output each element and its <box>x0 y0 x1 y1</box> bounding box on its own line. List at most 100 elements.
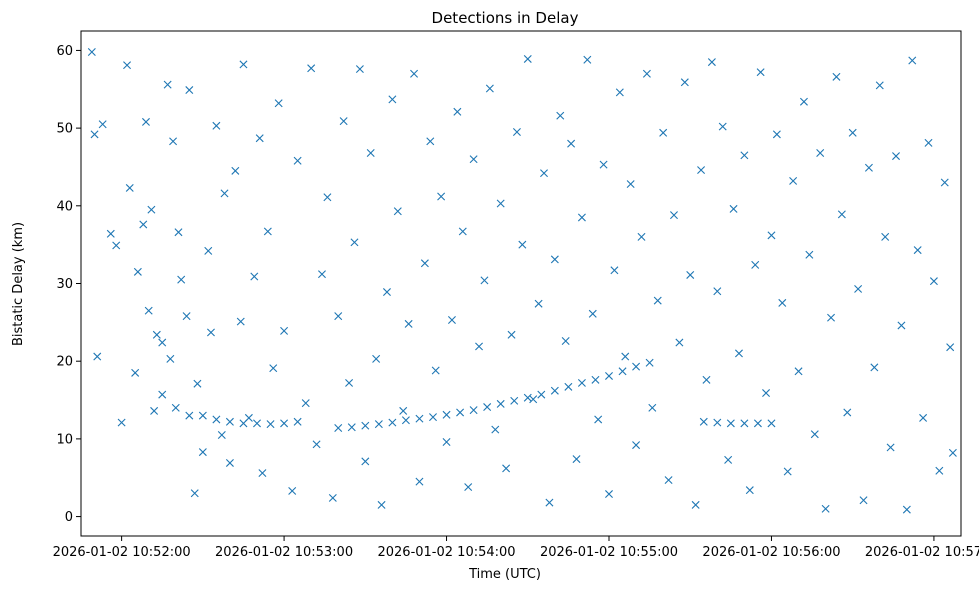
data-point <box>144 306 153 315</box>
data-point <box>231 166 240 175</box>
data-point <box>190 489 199 498</box>
data-point <box>90 130 99 139</box>
data-point <box>125 183 134 192</box>
data-point <box>469 155 478 164</box>
data-point <box>307 64 316 73</box>
data-point <box>740 419 749 428</box>
data-point <box>280 419 289 428</box>
data-point <box>475 342 484 351</box>
data-point <box>123 61 132 70</box>
data-point <box>442 410 451 419</box>
data-point <box>185 411 194 420</box>
data-point <box>707 58 716 67</box>
data-point <box>810 430 819 439</box>
y-tick-label: 30 <box>56 277 73 292</box>
data-point <box>239 60 248 69</box>
data-point <box>577 213 586 222</box>
data-point <box>897 321 906 330</box>
data-point <box>675 338 684 347</box>
data-point <box>669 211 678 220</box>
data-point <box>523 393 532 402</box>
data-point <box>347 423 356 432</box>
data-point <box>902 505 911 514</box>
data-point <box>117 418 126 427</box>
data-point <box>751 260 760 269</box>
data-point <box>141 117 150 126</box>
data-point <box>510 396 519 405</box>
data-point <box>458 227 467 236</box>
data-point <box>382 288 391 297</box>
data-point <box>420 259 429 268</box>
data-point <box>212 415 221 424</box>
data-point <box>388 418 397 427</box>
data-point <box>456 408 465 417</box>
data-point <box>317 270 326 279</box>
data-point <box>935 466 944 475</box>
data-point <box>591 375 600 384</box>
data-point <box>940 178 949 187</box>
data-point <box>483 403 492 412</box>
data-point <box>561 337 570 345</box>
data-point <box>212 121 221 130</box>
data-point <box>225 458 234 467</box>
data-point <box>567 139 576 148</box>
data-point <box>404 319 413 328</box>
data-point <box>523 54 532 63</box>
y-axis-ticks: 0 10 20 30 40 50 60 <box>56 44 81 525</box>
data-point <box>328 493 337 502</box>
data-point <box>946 343 955 352</box>
x-axis-ticks: 2026-01-02 10:52:00 2026-01-02 10:53:00 20… <box>53 536 979 560</box>
data-point <box>158 390 167 399</box>
data-point <box>605 490 613 499</box>
x-tick-label: 2026-01-02 10:57:00 <box>865 545 979 560</box>
data-point <box>442 438 451 446</box>
data-point <box>388 95 397 104</box>
data-point <box>133 267 142 276</box>
data-point <box>702 375 711 384</box>
data-point <box>632 362 641 371</box>
data-point <box>469 406 478 415</box>
data-point <box>93 352 102 361</box>
data-point <box>491 425 500 434</box>
data-point <box>919 413 928 422</box>
data-point <box>255 134 264 143</box>
y-tick-label: 50 <box>56 122 73 137</box>
data-point <box>293 156 302 165</box>
data-point <box>355 65 364 74</box>
data-point <box>361 457 370 466</box>
data-point <box>485 84 494 93</box>
data-point <box>605 371 613 380</box>
data-point <box>502 464 511 473</box>
data-point <box>664 476 673 485</box>
data-point <box>512 128 521 136</box>
data-point <box>198 448 207 457</box>
data-point <box>426 137 435 146</box>
data-point <box>832 72 841 81</box>
data-point <box>152 330 161 339</box>
data-point <box>372 354 381 363</box>
data-point <box>339 117 348 126</box>
data-point <box>837 210 846 219</box>
data-point <box>699 417 708 426</box>
data-point <box>374 420 383 429</box>
data-point <box>653 296 662 305</box>
data-point <box>258 469 267 478</box>
data-point <box>301 399 310 408</box>
data-point <box>713 287 722 296</box>
data-point <box>929 277 938 286</box>
x-axis-label: Time (UTC) <box>468 567 541 582</box>
data-point <box>366 148 375 157</box>
data-point <box>220 189 229 198</box>
data-point <box>529 395 538 404</box>
data-point <box>158 338 167 347</box>
y-axis-label: Bistatic Delay (km) <box>11 222 26 346</box>
y-tick-label: 20 <box>56 355 73 370</box>
data-point <box>886 443 895 452</box>
data-point <box>345 378 354 387</box>
data-point <box>429 413 437 422</box>
data-point <box>767 419 776 428</box>
data-point <box>177 275 186 284</box>
data-point <box>564 382 573 391</box>
chart-title: Detections in Delay <box>432 9 579 27</box>
